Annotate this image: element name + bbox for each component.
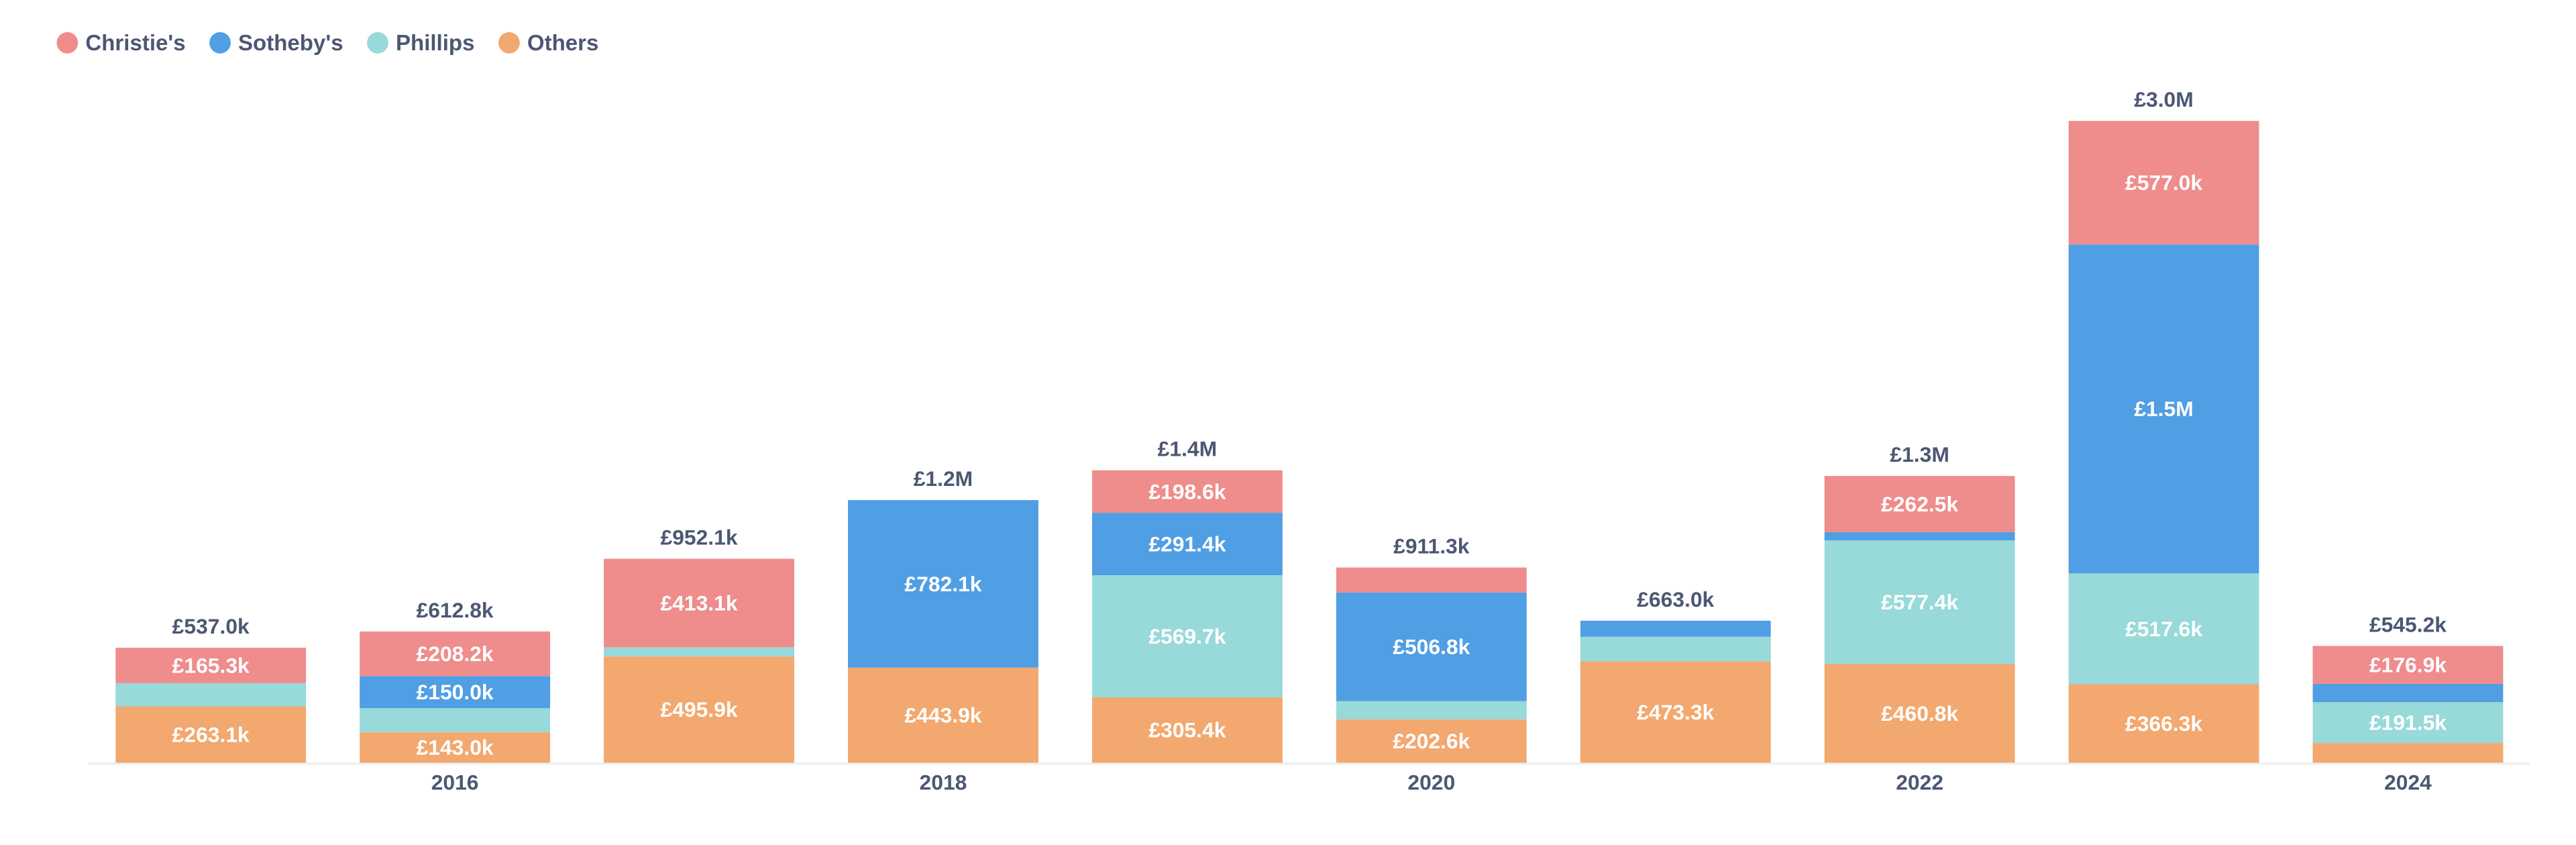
- bar-segment: [2312, 683, 2504, 703]
- segment-label: £517.6k: [2125, 617, 2202, 641]
- segment-label: £1.5M: [2134, 397, 2193, 421]
- bar-segment: [1336, 701, 1527, 719]
- bar-segment: [1336, 592, 1527, 701]
- bar-segment: [2312, 646, 2504, 684]
- bar-segment: [360, 732, 551, 763]
- bar-segment: [604, 656, 794, 763]
- segment-label: £143.0k: [417, 735, 494, 759]
- segment-label: £305.4k: [1148, 718, 1226, 742]
- total-label: £537.0k: [172, 614, 250, 638]
- bar-segment: [115, 648, 307, 683]
- legend-label[interactable]: Phillips: [396, 31, 475, 56]
- segment-label: £202.6k: [1393, 729, 1470, 753]
- legend-label[interactable]: Sotheby's: [238, 31, 343, 56]
- bar-segment: [1580, 661, 1771, 763]
- segment-label: £263.1k: [172, 722, 250, 746]
- bar-segment: [1824, 476, 2015, 532]
- segment-label: £291.4k: [1148, 532, 1226, 556]
- legend-label[interactable]: Christie's: [85, 31, 185, 56]
- segment-label: £262.5k: [1881, 492, 1958, 516]
- bar-segment: [1336, 567, 1527, 593]
- x-tick-label: 2020: [1407, 771, 1455, 795]
- total-label: £663.0k: [1637, 587, 1714, 611]
- bar-segment: [848, 667, 1038, 763]
- bar-segment: [848, 500, 1038, 668]
- x-tick-label: 2022: [1896, 771, 1943, 795]
- total-label: £911.3k: [1393, 534, 1470, 558]
- bar-segment: [604, 647, 794, 657]
- legend-label[interactable]: Others: [527, 31, 599, 56]
- total-label: £1.3M: [1890, 442, 1949, 466]
- x-tick-label: 2016: [431, 771, 479, 795]
- total-label: £545.2k: [2369, 612, 2447, 636]
- total-label: £3.0M: [2134, 87, 2193, 111]
- bar-segment: [2068, 244, 2259, 574]
- segment-label: £208.2k: [417, 642, 494, 666]
- total-label: £1.4M: [1158, 437, 1217, 461]
- total-label: £1.2M: [914, 466, 973, 491]
- segment-label: £495.9k: [661, 697, 738, 722]
- x-tick-label: 2024: [2384, 771, 2432, 795]
- bar-segment: [1091, 575, 1283, 697]
- total-label: £952.1k: [661, 526, 738, 550]
- legend-swatch[interactable]: [56, 32, 78, 54]
- legend-swatch[interactable]: [209, 32, 231, 54]
- segment-label: £413.1k: [661, 591, 738, 615]
- bar-segment: [360, 708, 551, 732]
- bar-segment: [1824, 532, 2015, 541]
- bar-segment: [1091, 513, 1283, 576]
- bar-segment: [1580, 636, 1771, 662]
- bar-segment: [1336, 719, 1527, 763]
- bar-segment: [1824, 540, 2015, 664]
- segment-label: £198.6k: [1148, 479, 1226, 503]
- segment-label: £460.8k: [1881, 701, 1958, 726]
- segment-label: £366.3k: [2125, 711, 2202, 736]
- bar-segment: [1580, 620, 1771, 637]
- bar-segment: [1091, 470, 1283, 513]
- total-label: £612.8k: [417, 598, 494, 622]
- bar-segment: [2068, 121, 2259, 245]
- segment-label: £191.5k: [2369, 710, 2447, 734]
- segment-label: £473.3k: [1637, 700, 1714, 724]
- x-tick-label: 2018: [920, 771, 967, 795]
- bar-segment: [1091, 697, 1283, 763]
- bar-segment: [115, 683, 307, 707]
- bar-segment: [2068, 573, 2259, 685]
- bar-segment: [604, 558, 794, 648]
- segment-label: £577.0k: [2125, 170, 2202, 195]
- segment-label: £506.8k: [1393, 635, 1470, 659]
- bar-segment: [360, 676, 551, 709]
- segment-label: £150.0k: [417, 680, 494, 704]
- segment-label: £443.9k: [904, 703, 981, 727]
- segment-label: £165.3k: [172, 653, 250, 677]
- bar-segment: [2312, 702, 2504, 744]
- legend-swatch[interactable]: [498, 32, 520, 54]
- legend-swatch[interactable]: [367, 32, 388, 54]
- bar-segment: [2312, 743, 2504, 763]
- bar-segment: [1824, 664, 2015, 763]
- segment-label: £782.1k: [904, 572, 981, 596]
- segment-label: £569.7k: [1148, 624, 1226, 648]
- bar-segment: [2068, 684, 2259, 763]
- segment-label: £176.9k: [2369, 653, 2447, 677]
- bar-segment: [360, 631, 551, 677]
- segment-label: £577.4k: [1881, 590, 1958, 614]
- bar-segment: [115, 706, 307, 763]
